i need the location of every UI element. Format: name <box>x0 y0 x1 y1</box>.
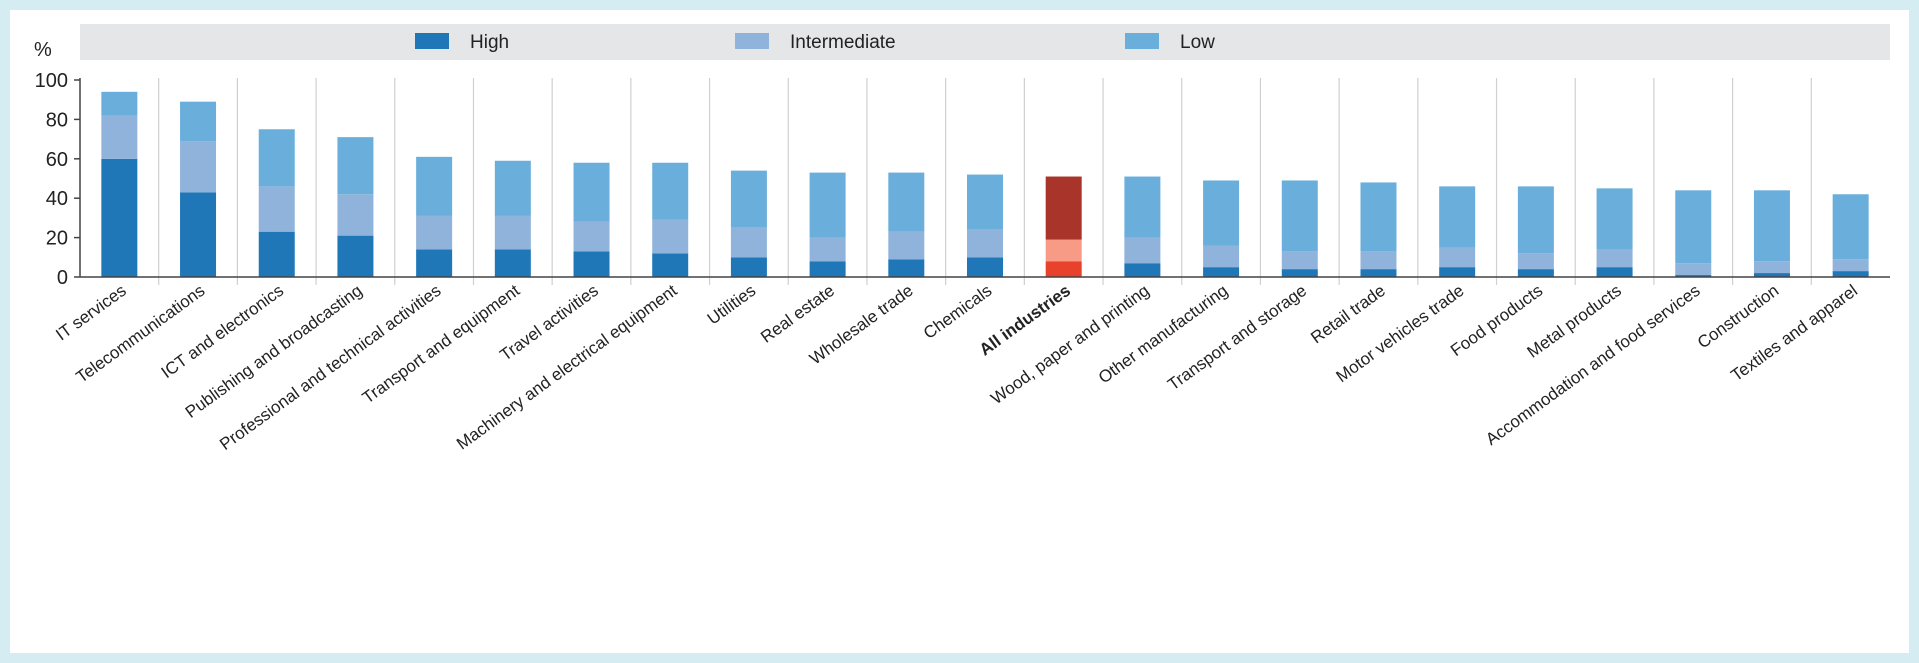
bar-wood-paper-and-printing-low <box>1124 176 1161 238</box>
legend-swatch-high <box>415 33 449 49</box>
bar-motor-vehicles-trade-high <box>1439 267 1476 277</box>
y-tick-label-80: 80 <box>46 109 68 131</box>
bar-travel-activities-high <box>573 251 610 277</box>
category-label-chemicals: Chemicals <box>920 281 995 343</box>
bar-other-manufacturing-intermediate <box>1203 245 1240 268</box>
bar-motor-vehicles-trade-intermediate <box>1439 247 1476 268</box>
bar-all-industries-high <box>1045 261 1082 277</box>
legend-swatch-intermediate <box>735 33 769 49</box>
bar-textiles-and-apparel-high <box>1832 271 1869 277</box>
category-label-retail-trade: Retail trade <box>1307 281 1389 347</box>
legend-band <box>80 24 1890 60</box>
bar-utilities-intermediate <box>730 227 767 258</box>
bar-transport-and-storage-low <box>1281 180 1318 252</box>
bar-other-manufacturing-high <box>1203 267 1240 277</box>
bar-transport-and-equipment-high <box>494 249 531 277</box>
bar-machinery-and-electrical-equipment-high <box>652 253 689 277</box>
bar-travel-activities-intermediate <box>573 221 610 252</box>
bar-transport-and-storage-high <box>1281 269 1318 277</box>
bar-accommodation-and-food-services-intermediate <box>1675 263 1712 276</box>
bar-professional-and-technical-activities-high <box>416 249 453 277</box>
y-tick-label-100: 100 <box>35 70 68 92</box>
bar-accommodation-and-food-services-low <box>1675 190 1712 264</box>
bar-food-products-intermediate <box>1517 253 1554 270</box>
category-label-other-manufacturing: Other manufacturing <box>1095 281 1232 387</box>
y-axis-unit-label: % <box>34 39 52 61</box>
category-label-transport-and-equipment: Transport and equipment <box>359 281 524 408</box>
bar-construction-high <box>1753 273 1790 277</box>
bar-food-products-low <box>1517 186 1554 254</box>
category-label-utilities: Utilities <box>704 281 759 329</box>
category-label-real-estate: Real estate <box>757 281 838 347</box>
bar-chemicals-low <box>967 174 1003 230</box>
bar-it-services-intermediate <box>101 115 138 159</box>
bar-metal-products-intermediate <box>1596 249 1633 268</box>
bar-publishing-and-broadcasting-low <box>337 137 374 195</box>
bar-other-manufacturing-low <box>1203 180 1240 246</box>
bar-real-estate-low <box>809 172 846 238</box>
category-label-motor-vehicles-trade: Motor vehicles trade <box>1333 281 1468 386</box>
y-tick-label-60: 60 <box>46 149 68 171</box>
bar-retail-trade-low <box>1360 182 1397 252</box>
category-label-it-services: IT services <box>52 281 129 344</box>
bar-machinery-and-electrical-equipment-intermediate <box>652 219 689 254</box>
bar-textiles-and-apparel-intermediate <box>1832 259 1869 272</box>
bar-telecommunications-low <box>180 101 217 142</box>
bar-telecommunications-intermediate <box>180 141 217 193</box>
bar-real-estate-high <box>809 261 846 277</box>
bar-transport-and-storage-intermediate <box>1281 251 1318 270</box>
bar-wholesale-trade-low <box>888 172 925 232</box>
bar-transport-and-equipment-intermediate <box>494 215 531 250</box>
bar-wholesale-trade-intermediate <box>888 231 925 260</box>
bar-utilities-high <box>730 257 767 277</box>
bar-all-industries-low <box>1045 176 1082 240</box>
stacked-bar-chart: High Intermediate Low% 0 20 40 60 80 100 IT servi… <box>34 24 1890 454</box>
bar-it-services-high <box>101 158 138 277</box>
bar-professional-and-technical-activities-intermediate <box>416 215 453 250</box>
bar-it-services-low <box>101 91 138 116</box>
bar-wood-paper-and-printing-intermediate <box>1124 237 1161 264</box>
bar-all-industries-intermediate <box>1045 239 1082 262</box>
chart-frame: High Intermediate Low% 0 20 40 60 80 100 IT servi… <box>10 10 1909 653</box>
category-label-telecommunications: Telecommunications <box>73 281 209 387</box>
category-label-wood-paper-and-printing: Wood, paper and printing <box>987 281 1152 408</box>
bar-retail-trade-high <box>1360 269 1397 277</box>
bar-metal-products-low <box>1596 188 1633 250</box>
y-tick-label-0: 0 <box>57 267 68 289</box>
bar-chemicals-intermediate <box>967 229 1003 258</box>
bar-textiles-and-apparel-low <box>1832 194 1869 260</box>
bar-ict-and-electronics-low <box>258 129 295 187</box>
bar-retail-trade-intermediate <box>1360 251 1397 270</box>
bar-motor-vehicles-trade-low <box>1439 186 1476 248</box>
legend-label-high: High <box>470 32 509 53</box>
bar-professional-and-technical-activities-low <box>416 156 453 216</box>
bar-food-products-high <box>1517 269 1554 277</box>
bar-publishing-and-broadcasting-intermediate <box>337 194 374 236</box>
bar-machinery-and-electrical-equipment-low <box>652 162 689 220</box>
bar-transport-and-equipment-low <box>494 160 531 216</box>
legend-label-intermediate: Intermediate <box>790 32 896 53</box>
bar-wood-paper-and-printing-high <box>1124 263 1161 277</box>
y-tick-label-20: 20 <box>46 228 68 250</box>
bar-metal-products-high <box>1596 267 1633 277</box>
category-label-transport-and-storage: Transport and storage <box>1164 281 1310 394</box>
bar-real-estate-intermediate <box>809 237 846 262</box>
bar-ict-and-electronics-high <box>258 231 295 277</box>
legend-label-low: Low <box>1180 32 1215 53</box>
legend-swatch-low <box>1125 33 1159 49</box>
bar-utilities-low <box>730 170 767 228</box>
category-label-textiles-and-apparel: Textiles and apparel <box>1727 281 1861 385</box>
bar-travel-activities-low <box>573 162 610 222</box>
y-tick-label-40: 40 <box>46 188 68 210</box>
bar-construction-intermediate <box>1753 261 1790 274</box>
bar-telecommunications-high <box>180 192 217 277</box>
bar-wholesale-trade-high <box>888 259 925 277</box>
bar-chemicals-high <box>967 257 1003 277</box>
bar-accommodation-and-food-services-high <box>1675 275 1712 277</box>
bar-construction-low <box>1753 190 1790 262</box>
bar-publishing-and-broadcasting-high <box>337 235 374 277</box>
bar-ict-and-electronics-intermediate <box>258 186 295 232</box>
